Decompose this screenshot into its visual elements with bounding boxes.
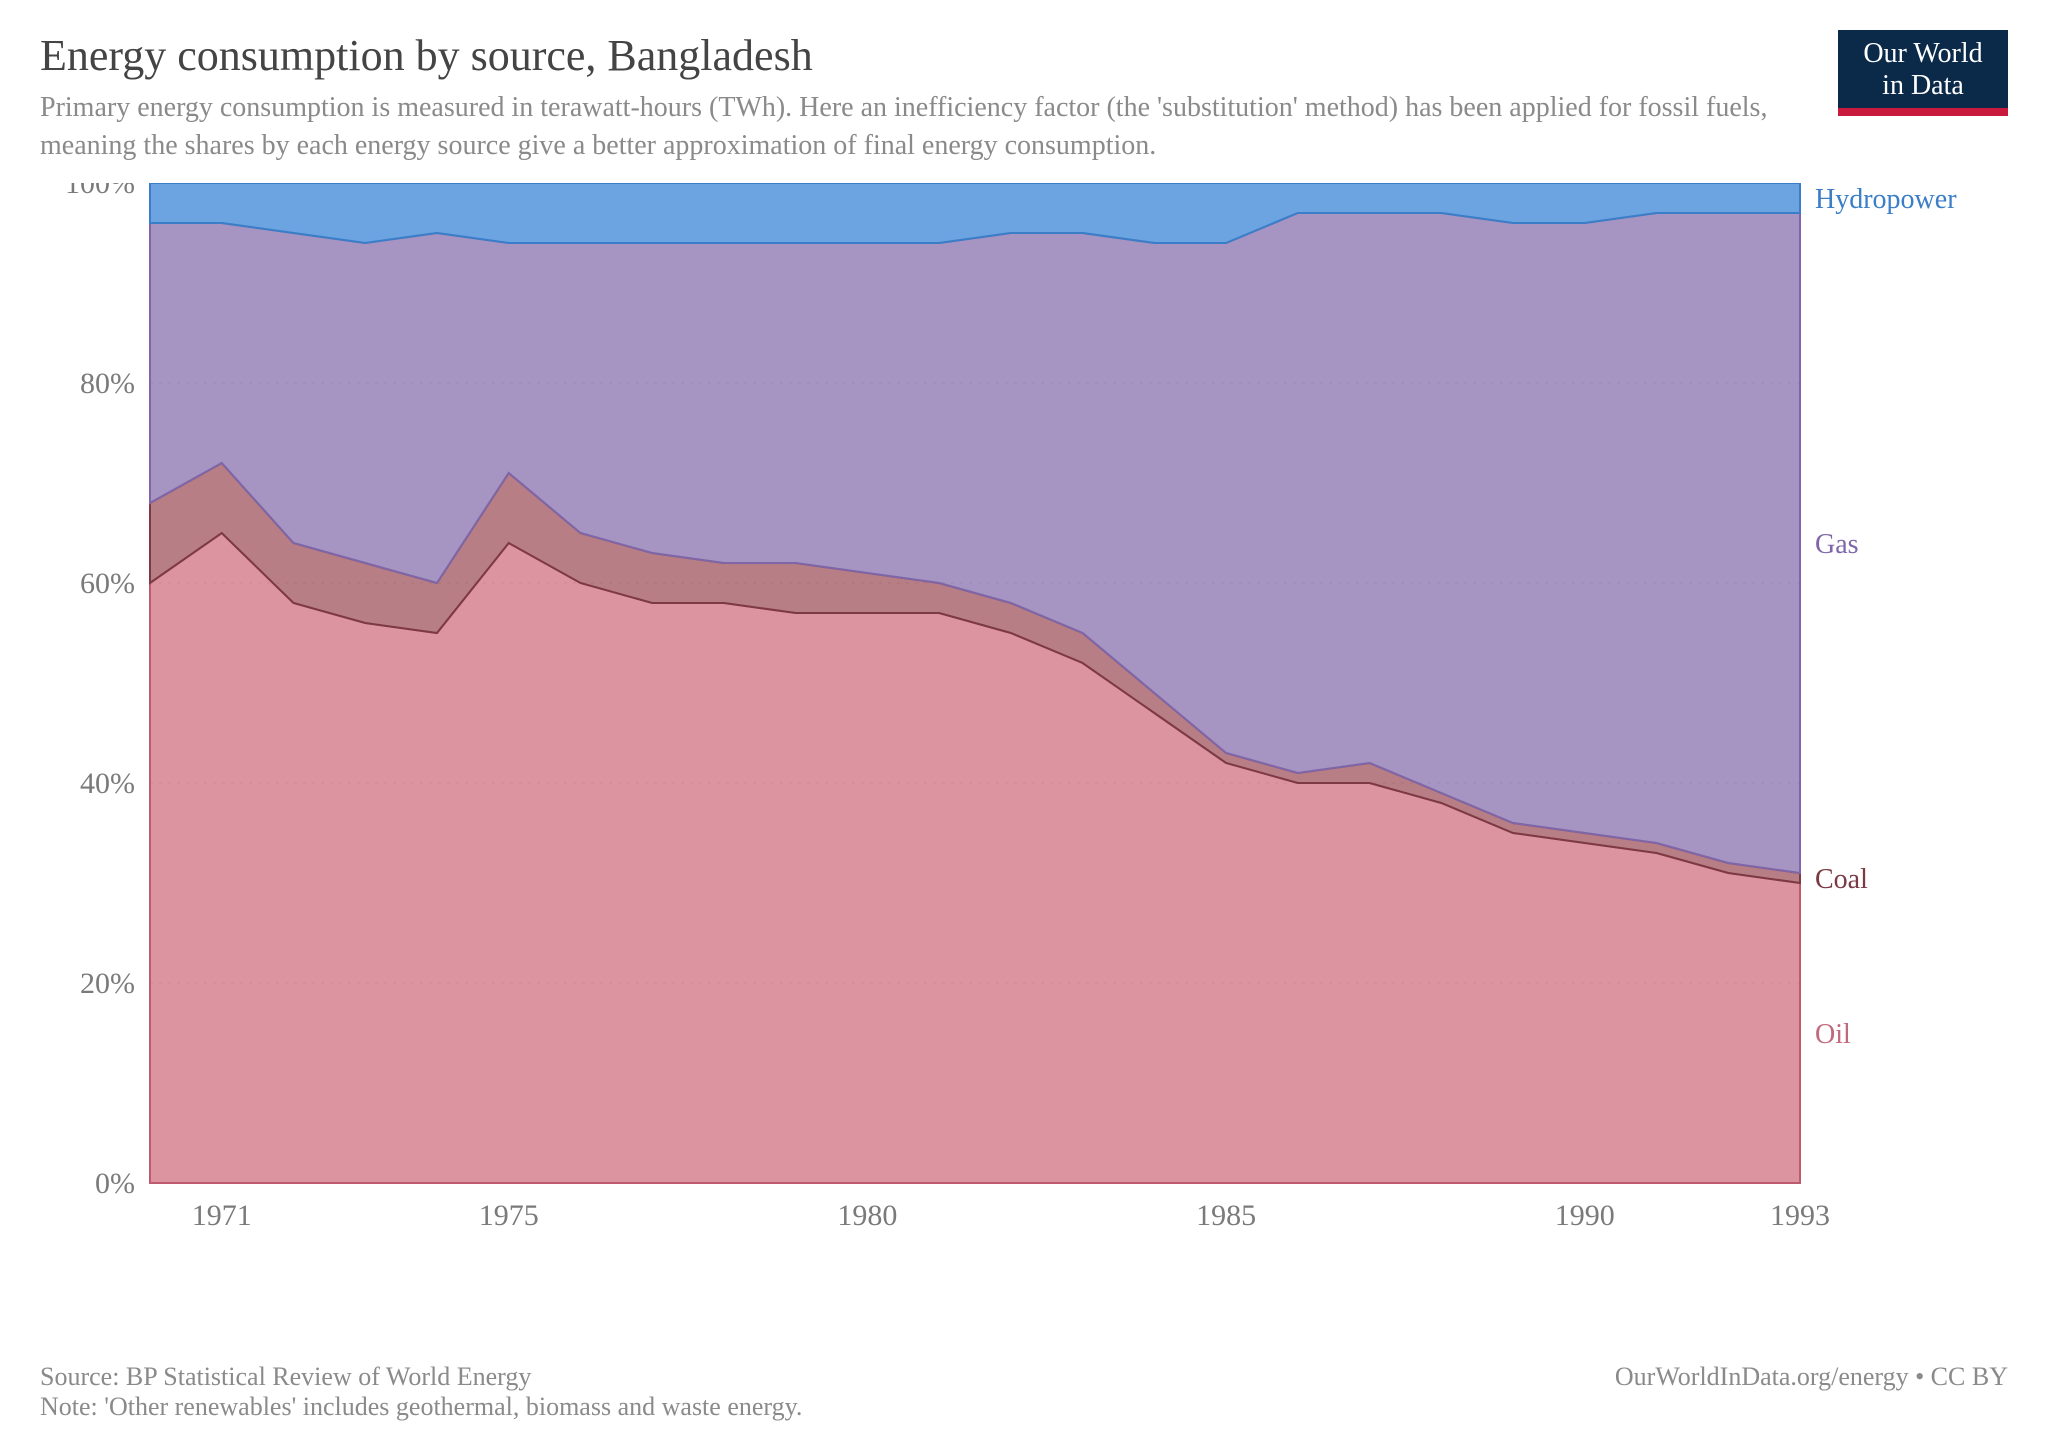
logo-underline [1838, 108, 2008, 116]
owid-logo: Our World in Data [1838, 30, 2008, 116]
svg-text:1990: 1990 [1555, 1199, 1615, 1232]
series-label-coal: Coal [1815, 864, 1868, 895]
chart-footer: Source: BP Statistical Review of World E… [40, 1362, 2008, 1422]
svg-text:1975: 1975 [479, 1199, 539, 1232]
svg-text:40%: 40% [80, 767, 135, 800]
svg-text:60%: 60% [80, 567, 135, 600]
footer-attribution: OurWorldInData.org/energy • CC BY [1615, 1362, 2008, 1392]
footer-note: Note: 'Other renewables' includes geothe… [40, 1392, 2008, 1422]
svg-text:100%: 100% [65, 183, 135, 200]
svg-text:1993: 1993 [1770, 1199, 1830, 1232]
svg-text:0%: 0% [95, 1167, 135, 1200]
svg-text:1980: 1980 [837, 1199, 897, 1232]
chart-subtitle: Primary energy consumption is measured i… [40, 89, 1800, 165]
logo-line1: Our World [1863, 38, 1982, 69]
svg-text:1985: 1985 [1196, 1199, 1256, 1232]
chart-header: Energy consumption by source, Bangladesh… [40, 30, 2008, 165]
chart-plot-area: 0% 20% 40% 60% 80% 100% 1971 1975 1980 1985 1990 19… [40, 183, 2008, 1243]
series-label-gas: Gas [1815, 529, 1859, 560]
logo-line2: in Data [1882, 70, 1964, 101]
series-label-oil: Oil [1815, 1019, 1851, 1050]
svg-text:80%: 80% [80, 367, 135, 400]
chart-title: Energy consumption by source, Bangladesh [40, 30, 1808, 81]
stacked-area-chart: 0% 20% 40% 60% 80% 100% 1971 1975 1980 1985 1990 19… [40, 183, 2008, 1243]
series-label-hydropower: Hydropower [1815, 184, 1957, 215]
svg-text:1971: 1971 [192, 1199, 252, 1232]
svg-text:20%: 20% [80, 967, 135, 1000]
